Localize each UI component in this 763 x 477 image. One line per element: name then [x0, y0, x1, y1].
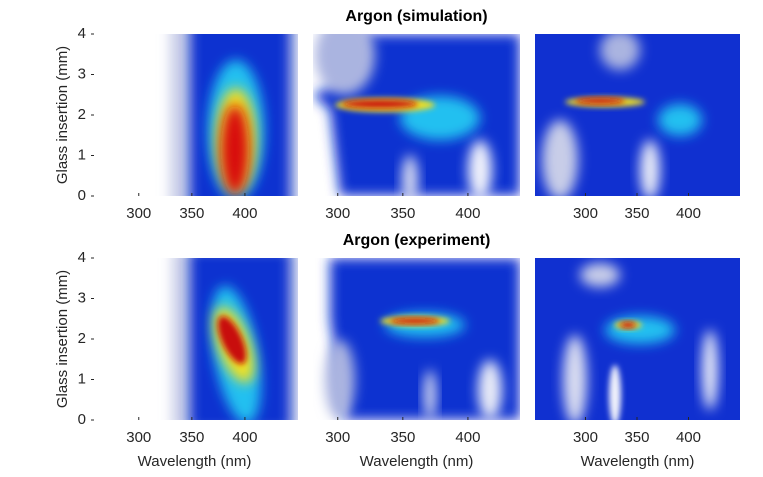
heatmap — [535, 34, 740, 196]
heatmap — [313, 34, 520, 196]
x-tick-label: 400 — [455, 429, 480, 446]
heatmap — [535, 258, 740, 420]
x-tick-label: 350 — [624, 429, 649, 446]
y-tick-label: 0 — [78, 411, 86, 428]
x-tick-label: 350 — [179, 205, 204, 222]
y-tick-label: 1 — [78, 370, 86, 387]
y-tick-label: 1 — [78, 146, 86, 163]
x-tick-label: 300 — [126, 205, 151, 222]
y-axis-label: Glass insertion (mm) — [54, 270, 71, 408]
heatmap — [170, 34, 298, 196]
y-axis-label: Glass insertion (mm) — [54, 46, 71, 184]
x-axis-label: Wavelength (nm) — [138, 453, 252, 470]
x-tick-label: 300 — [126, 429, 151, 446]
x-tick-label: 350 — [390, 429, 415, 446]
x-tick-label: 300 — [325, 205, 350, 222]
chart-title: Argon (simulation) — [345, 8, 487, 25]
x-tick-label: 350 — [179, 429, 204, 446]
x-axis-label: Wavelength (nm) — [581, 453, 695, 470]
x-tick-label: 300 — [573, 205, 598, 222]
y-tick-label: 2 — [78, 106, 86, 123]
x-tick-label: 400 — [232, 205, 257, 222]
y-tick-label: 3 — [78, 289, 86, 306]
x-tick-label: 300 — [325, 429, 350, 446]
y-tick-label: 4 — [78, 249, 86, 266]
x-tick-label: 400 — [232, 429, 257, 446]
y-tick-label: 2 — [78, 330, 86, 347]
heatmap — [172, 258, 298, 420]
heatmap — [313, 258, 520, 420]
x-tick-label: 350 — [390, 205, 415, 222]
x-axis-label: Wavelength (nm) — [360, 453, 474, 470]
y-tick-label: 3 — [78, 65, 86, 82]
x-tick-label: 400 — [676, 429, 701, 446]
y-tick-label: 4 — [78, 25, 86, 42]
chart-title: Argon (experiment) — [343, 232, 491, 249]
x-tick-label: 300 — [573, 429, 598, 446]
y-tick-label: 0 — [78, 187, 86, 204]
x-tick-label: 400 — [455, 205, 480, 222]
x-tick-label: 350 — [624, 205, 649, 222]
x-tick-label: 400 — [676, 205, 701, 222]
